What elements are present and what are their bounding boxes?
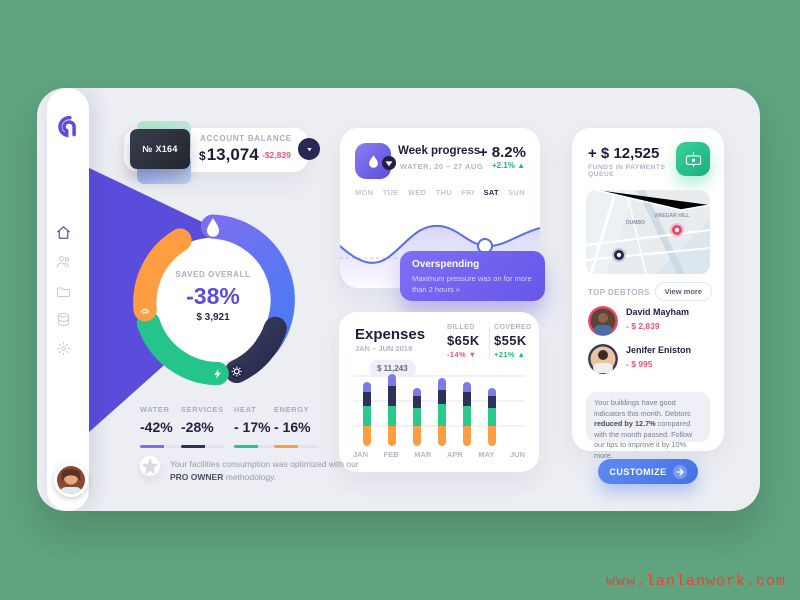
svg-text:VINEGAR HILL: VINEGAR HILL (654, 213, 689, 219)
svg-text:DUMBO: DUMBO (626, 220, 645, 226)
